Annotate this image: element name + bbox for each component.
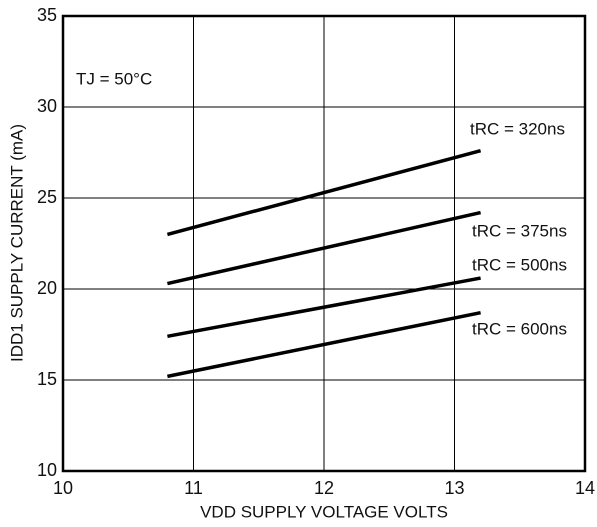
x-tick-label: 10 [53,478,73,498]
series-line [167,210,481,286]
series-line [167,310,481,379]
series-line [167,276,481,339]
y-tick-label: 15 [37,369,57,389]
y-tick-label: 20 [37,278,57,298]
series-line [166,148,482,237]
x-tick-label: 13 [444,478,464,498]
x-axis-label: VDD SUPPLY VOLTAGE VOLTS [200,502,448,521]
x-tick-label: 14 [575,478,595,498]
y-axis-label: IDD1 SUPPLY CURRENT (mA) [7,124,26,362]
x-tick-label: 12 [314,478,334,498]
series-label: tRC = 600ns [472,319,567,338]
y-tick-label: 25 [37,187,57,207]
y-tick-label: 30 [37,96,57,116]
series-label: tRC = 500ns [472,255,567,274]
series-label: tRC = 320ns [470,119,565,138]
y-tick-label: 10 [37,460,57,480]
annotation: TJ = 50°C [76,69,152,88]
y-tick-label: 35 [37,5,57,25]
plot-frame [61,14,587,473]
x-tick-label: 11 [184,478,203,498]
series-label: tRC = 375ns [472,221,567,240]
